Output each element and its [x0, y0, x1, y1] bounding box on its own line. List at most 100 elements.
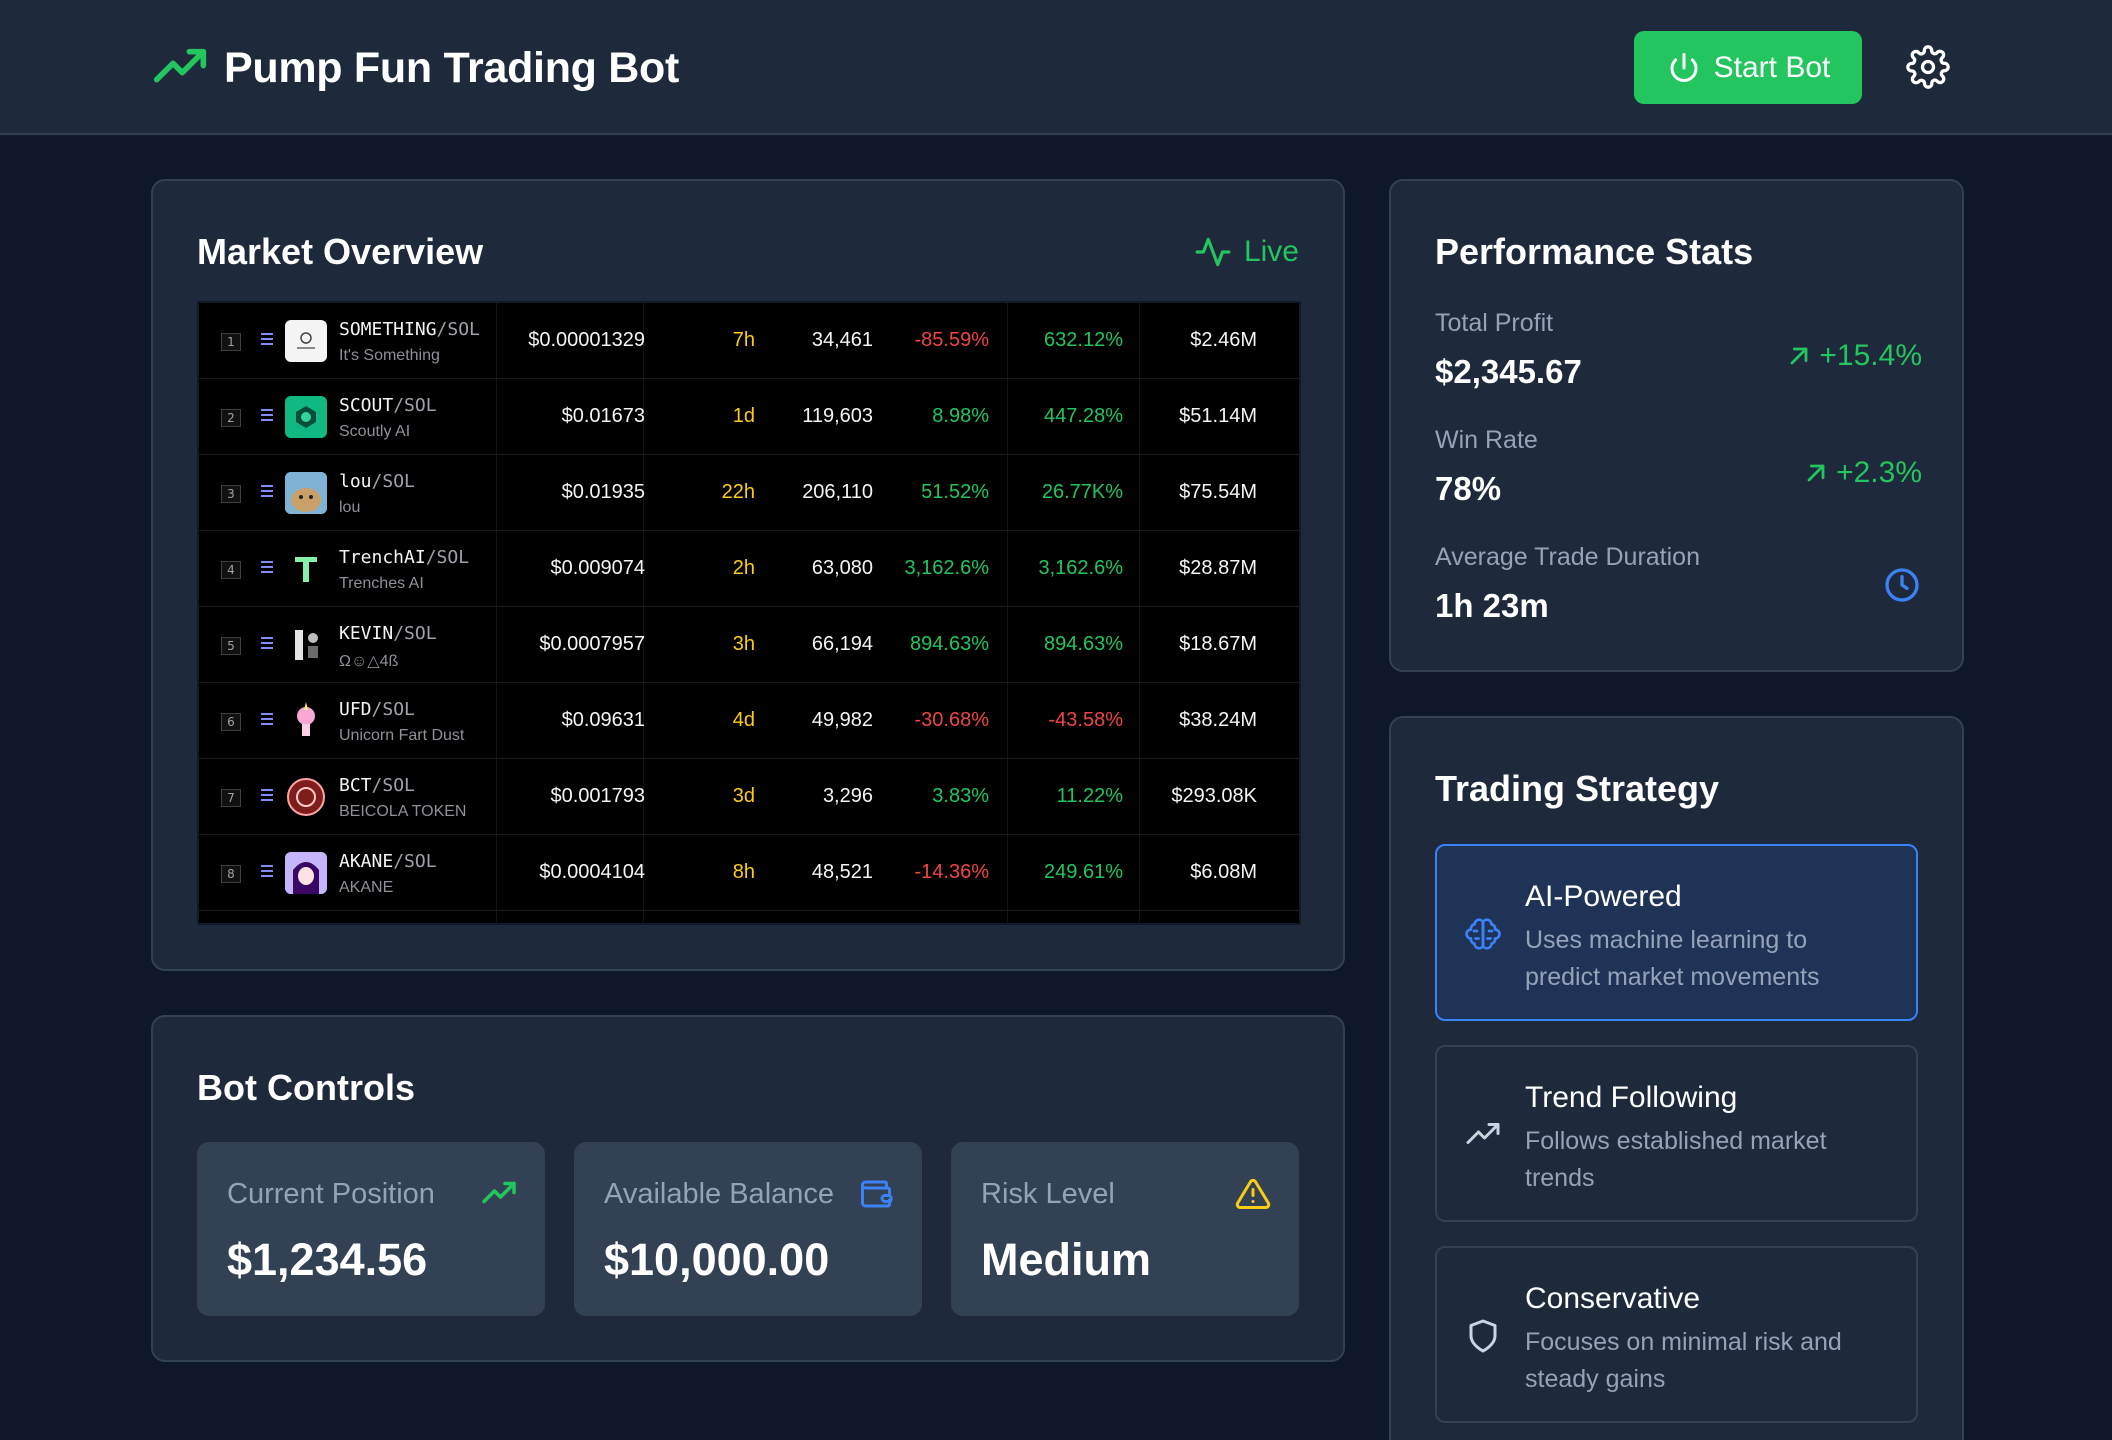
trading-strategy-card: Trading Strategy AI-Powered Uses machine… [1389, 716, 1964, 1440]
avg-duration-label: Average Trade Duration [1435, 543, 1700, 571]
strategy-option-trend-following[interactable]: Trend Following Follows established mark… [1435, 1045, 1918, 1222]
token-logo [285, 472, 327, 514]
token-age: 1d [732, 405, 755, 427]
token-logo [285, 396, 327, 438]
token-symbol: TrenchAI/SOL [339, 547, 470, 568]
arrow-up-right-icon [1807, 464, 1825, 482]
table-row[interactable]: 1 SOMETHING/SOL It's Something $0.000013… [199, 303, 1299, 379]
token-txns: 119,603 [802, 405, 873, 427]
token-txns: 206,110 [802, 481, 873, 503]
shield-icon [1469, 1319, 1497, 1353]
token-market-cap: $2.46M [1190, 329, 1257, 351]
brand: Pump Fun Trading Bot [152, 40, 679, 96]
arrow-up-right-icon [1791, 347, 1808, 365]
token-change: -43.58% [1048, 709, 1124, 731]
bot-controls-card: Bot Controls Current Position $1,234.56 … [151, 1015, 1345, 1362]
table-row[interactable]: 8 AKANE/SOL AKANE $0.0004104 8h 48,521 -… [199, 835, 1299, 911]
rank-badge: 1 [221, 333, 241, 351]
token-name: Unicorn Fart Dust [339, 727, 465, 744]
token-age: 3h [732, 633, 755, 655]
strategy-option-name: Trend Following [1525, 1081, 1738, 1114]
performance-stats-card: Performance Stats Total Profit $2,345.67… [1389, 179, 1964, 672]
strategy-option-ai-powered[interactable]: AI-Powered Uses machine learning to pred… [1435, 844, 1918, 1021]
power-icon [1670, 52, 1698, 82]
warning-icon [1235, 1178, 1271, 1209]
risk-level-value: Medium [981, 1234, 1152, 1285]
token-price: $0.009074 [550, 557, 645, 579]
solana-icon [261, 637, 273, 651]
token-change: 3.83% [932, 785, 989, 807]
brain-icon [1465, 918, 1501, 950]
start-bot-button[interactable]: Start Bot [1634, 31, 1862, 104]
table-row[interactable]: 4 TrenchAI/SOL Trenches AI $0.009074 2h … [199, 531, 1299, 607]
settings-button[interactable] [1905, 44, 1951, 90]
token-age: 22h [721, 481, 755, 503]
available-balance-value: $10,000.00 [604, 1234, 830, 1285]
table-row[interactable]: 2 SCOUT/SOL Scoutly AI $0.01673 1d 119,6… [199, 379, 1299, 455]
token-symbol: SCOUT/SOL [339, 395, 437, 416]
risk-level-box: Risk Level Medium [951, 1142, 1299, 1316]
token-symbol: BCT/SOL [339, 775, 415, 796]
solana-icon [261, 333, 273, 347]
token-market-cap: $51.14M [1179, 405, 1257, 427]
token-symbol: lou/SOL [339, 471, 415, 492]
token-market-cap: $75.54M [1179, 481, 1257, 503]
token-change: 51.52% [921, 481, 989, 503]
avg-duration-stat: Average Trade Duration 1h 23m [1435, 543, 1922, 633]
token-change: 11.22% [1056, 785, 1123, 807]
total-profit-stat: Total Profit $2,345.67 +15.4% [1435, 309, 1922, 399]
token-market-cap: $6.08M [1190, 861, 1257, 883]
token-change: 3,162.6% [1038, 557, 1123, 579]
table-row[interactable]: 5 KEVIN/SOL Ω☺△4ß $0.0007957 3h 66,194 8… [199, 607, 1299, 683]
token-name: Scoutly AI [339, 423, 411, 440]
column-divider [643, 303, 644, 923]
rank-badge: 6 [221, 713, 241, 731]
column-divider [1007, 303, 1008, 923]
token-name: It's Something [339, 347, 440, 364]
token-price: $0.0004104 [539, 861, 645, 883]
token-price: $0.01935 [561, 481, 645, 503]
total-profit-label: Total Profit [1435, 309, 1554, 337]
app-title: Pump Fun Trading Bot [224, 43, 680, 92]
token-price: $0.001793 [550, 785, 645, 807]
token-logo [285, 700, 327, 742]
win-rate-delta: +2.3% [1802, 456, 1922, 490]
trending-up-icon [1466, 1123, 1500, 1144]
token-change: 249.61% [1044, 861, 1123, 883]
token-txns: 63,080 [811, 557, 873, 579]
token-market-cap: $293.08K [1171, 785, 1257, 807]
trading-strategy-title: Trading Strategy [1435, 768, 1720, 809]
strategy-option-desc: Focuses on minimal risk and steady gains [1525, 1328, 1842, 1393]
solana-icon [261, 561, 273, 575]
column-divider [496, 303, 497, 923]
token-market-cap: $38.24M [1179, 709, 1257, 731]
token-name: BEICOLA TOKEN [339, 803, 467, 820]
token-logo [285, 852, 327, 894]
table-row[interactable]: 3 lou/SOL lou $0.01935 22h 206,110 51.52… [199, 455, 1299, 531]
top-bar: Pump Fun Trading Bot Start Bot [0, 0, 2112, 135]
token-age: 7h [732, 329, 755, 351]
table-row[interactable]: 6 UFD/SOL Unicorn Fart Dust $0.09631 4d … [199, 683, 1299, 759]
win-rate-stat: Win Rate 78% +2.3% [1435, 426, 1922, 516]
token-symbol: SOMETHING/SOL [339, 319, 480, 340]
token-name: Trenches AI [339, 575, 424, 592]
live-label: Live [1243, 235, 1299, 268]
token-market-cap: $28.87M [1179, 557, 1257, 579]
token-change: 3,162.6% [904, 557, 989, 579]
token-txns: 3,296 [822, 785, 873, 807]
token-change: -30.68% [914, 709, 990, 731]
strategy-option-name: AI-Powered [1525, 880, 1682, 913]
rank-badge: 4 [221, 561, 241, 579]
avg-duration-value: 1h 23m [1435, 587, 1549, 624]
clock-icon [1885, 568, 1919, 602]
token-logo [285, 548, 327, 590]
risk-level-label: Risk Level [981, 1178, 1115, 1210]
bot-controls-title: Bot Controls [197, 1067, 415, 1108]
token-price: $0.01673 [561, 405, 645, 427]
strategy-option-conservative[interactable]: Conservative Focuses on minimal risk and… [1435, 1246, 1918, 1423]
token-age: 4d [732, 709, 755, 731]
strategy-option-desc: Uses machine learning to predict market … [1525, 926, 1820, 991]
market-overview-title: Market Overview [197, 231, 484, 272]
table-row[interactable]: 7 BCT/SOL BEICOLA TOKEN $0.001793 3d 3,2… [199, 759, 1299, 835]
token-change: 26.77K% [1041, 481, 1123, 503]
